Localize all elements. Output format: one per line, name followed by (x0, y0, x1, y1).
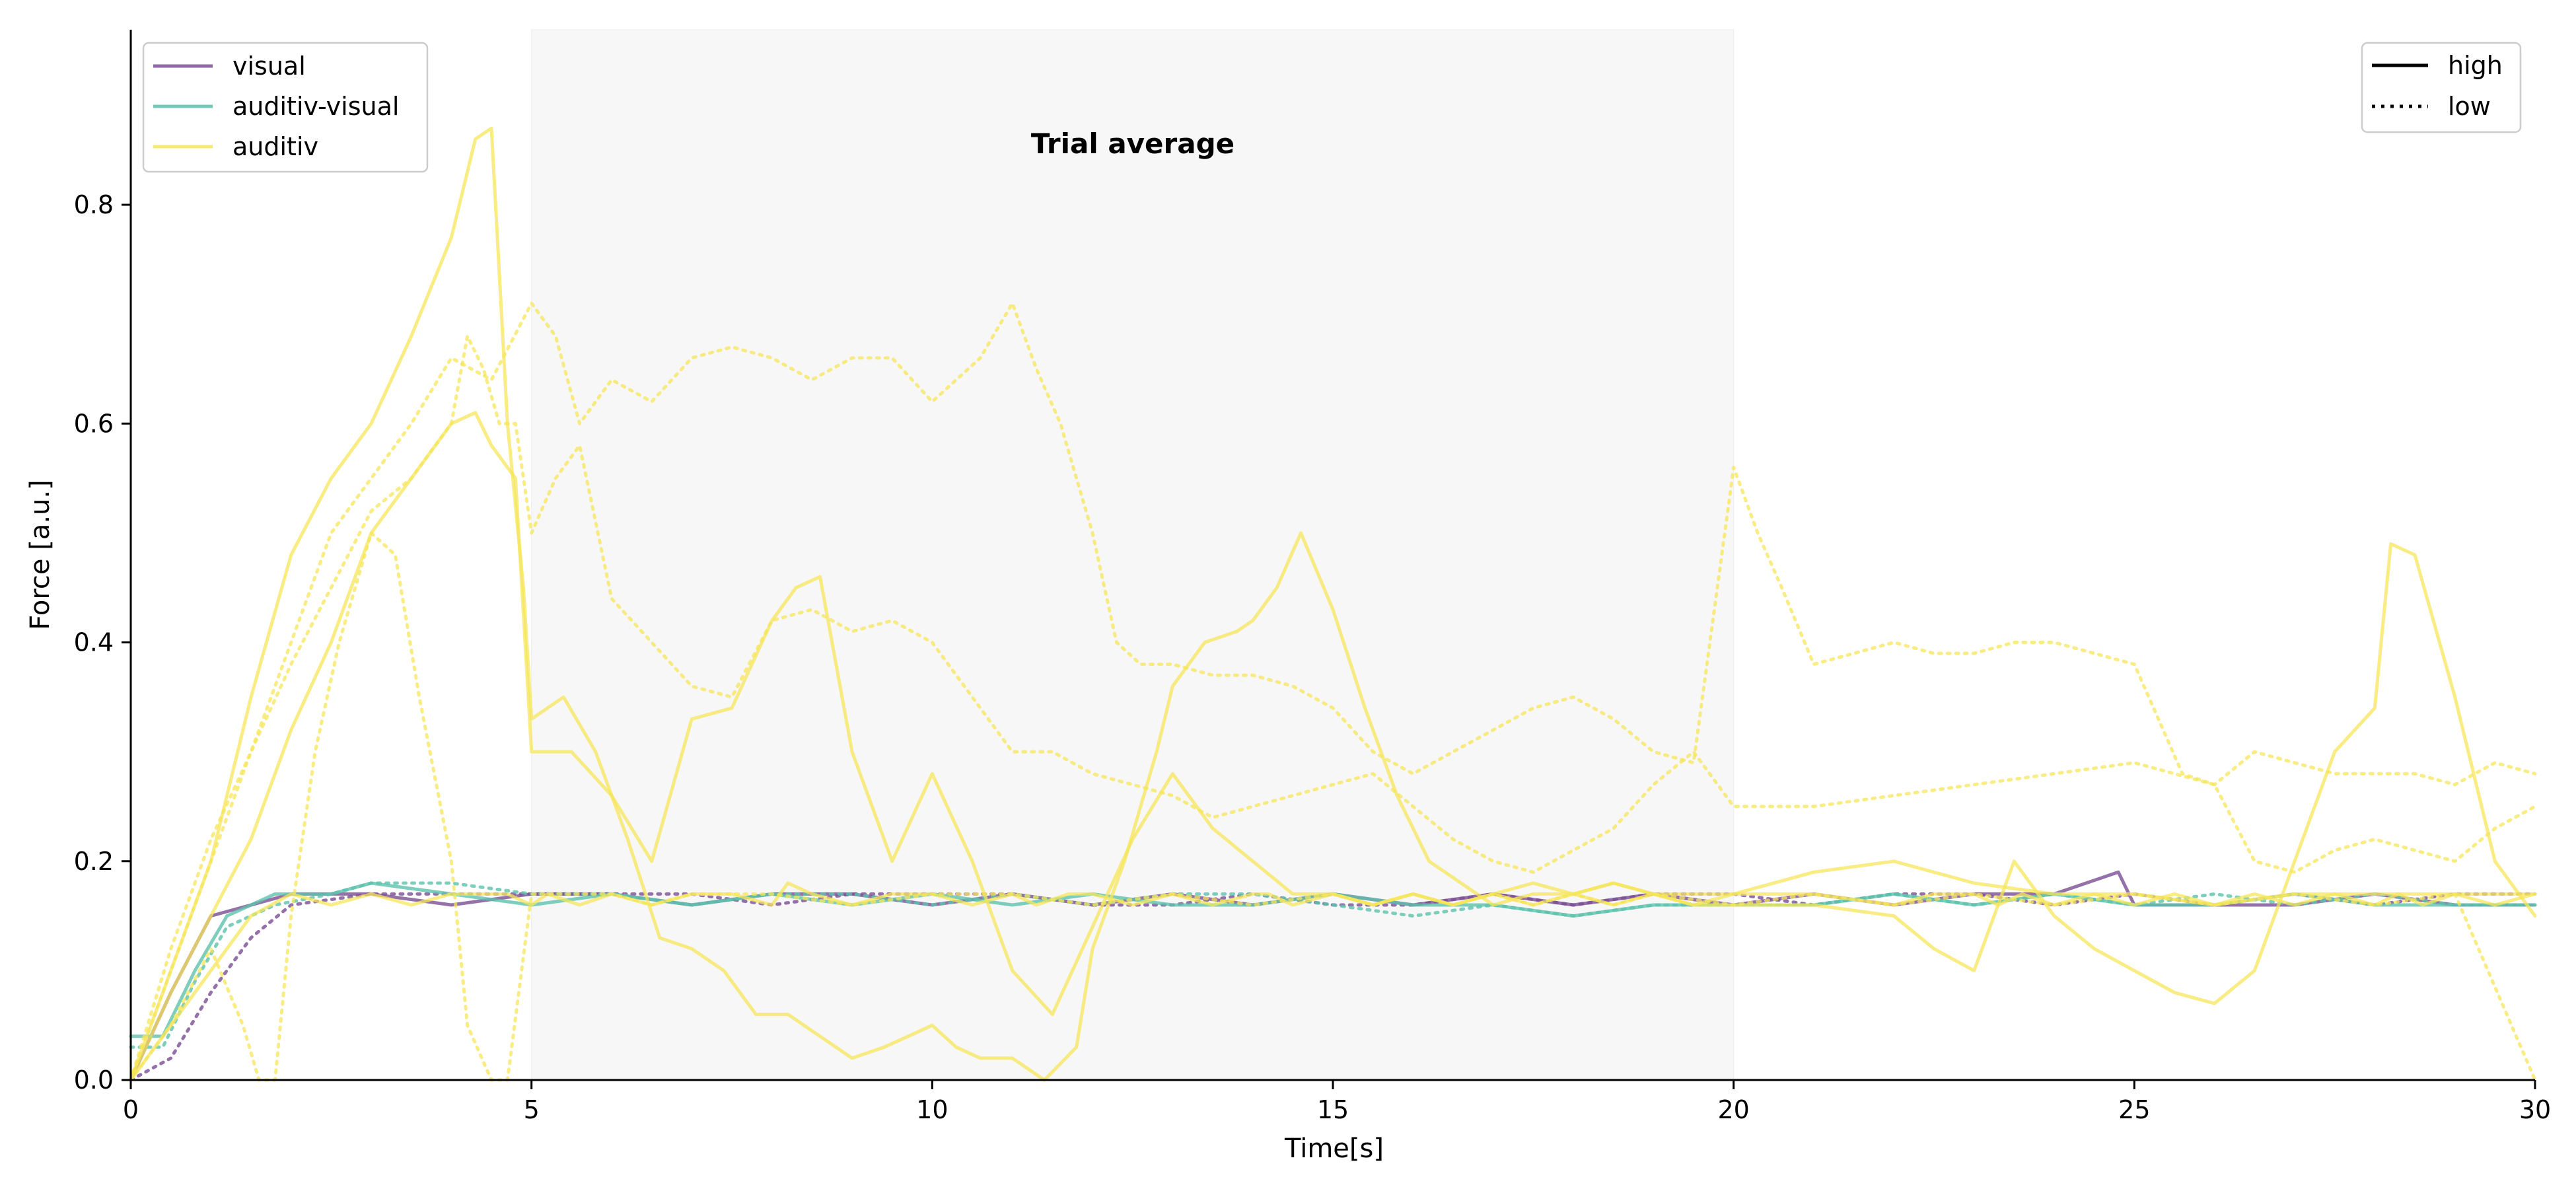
y-tick-label: 0.6 (74, 409, 114, 438)
y-tick-label: 0.8 (74, 190, 114, 219)
series-line-auditiv-visual-low-3 (129, 881, 2537, 1049)
x-tick-label: 30 (2519, 1095, 2551, 1124)
series-line-auditiv-high-6 (129, 411, 2537, 1082)
x-tick-label: 20 (1717, 1095, 1749, 1124)
x-axis-label: Time[s] (1284, 1134, 1384, 1164)
y-tick-label: 0.2 (74, 847, 114, 876)
x-tick-label: 10 (916, 1095, 948, 1124)
condition-legend-box (142, 42, 429, 173)
y-tick-label: 0.4 (74, 628, 114, 657)
x-tick-label: 25 (2118, 1095, 2150, 1124)
series-line-auditiv-low-8 (129, 334, 2537, 1082)
series-layer (129, 126, 2537, 1082)
series-line-auditiv-high-4 (129, 881, 2537, 1082)
legend-label-auditiv: auditiv (233, 132, 318, 161)
chart-title: Trial average (1031, 127, 1234, 160)
legend-label-high: high (2448, 51, 2503, 80)
legend-label-visual: visual (233, 52, 306, 81)
series-line-auditiv-low-7 (129, 301, 2537, 1082)
legend-label-auditiv-visual: auditiv-visual (233, 92, 399, 121)
legend-label-low: low (2448, 92, 2491, 121)
x-tick-label: 0 (123, 1095, 139, 1124)
shaded-region (531, 29, 1735, 1081)
y-axis-label: Force [a.u.] (25, 480, 55, 630)
condition-legend: visual auditiv-visual auditiv (142, 42, 429, 173)
y-tick-label: 0.0 (74, 1065, 114, 1095)
y-ticks: 0.0 0.2 0.4 0.6 0.8 (74, 190, 131, 1095)
x-tick-label: 15 (1317, 1095, 1349, 1124)
style-legend: high low (2361, 42, 2522, 133)
x-ticks: 0 5 10 15 20 25 30 (123, 1080, 2551, 1124)
x-tick-label: 5 (524, 1095, 540, 1124)
